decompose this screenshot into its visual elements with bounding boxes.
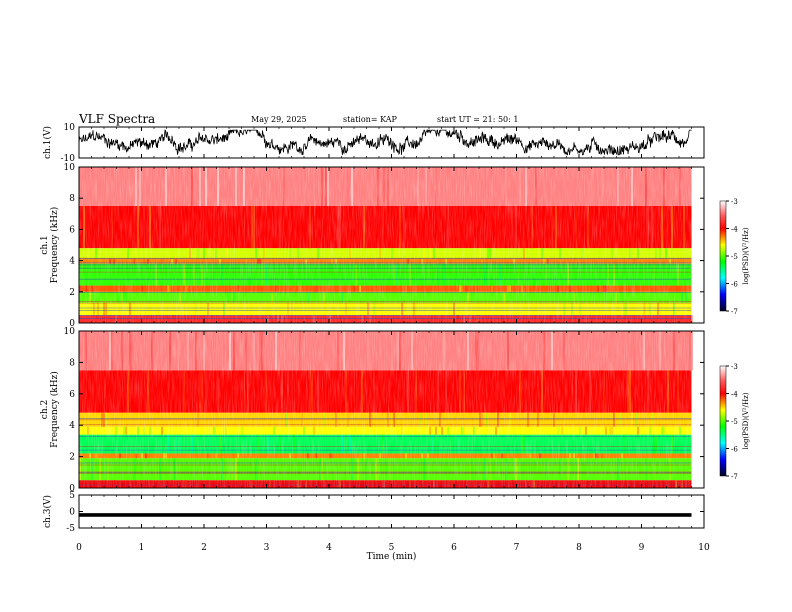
ch2-spectrogram-tick-label: 2 — [69, 453, 75, 463]
ch2-spectrogram-column — [691, 331, 693, 371]
ch2-colorbar-tick-label: -6 — [731, 446, 738, 454]
ch1-spectrogram-tick-label: 4 — [69, 257, 75, 267]
ch1-spectrogram-ylabel: Frequency (kHz) — [49, 207, 60, 284]
x-tick-label: 3 — [264, 543, 270, 553]
ch2-spectrogram-tick-label: 0 — [69, 484, 75, 494]
ch1-colorbar-label: log(PSD)(V²/Hz) — [742, 227, 750, 284]
ch3-waveform-tick-label: 5 — [69, 491, 75, 501]
ch2-colorbar-tick-label: -5 — [731, 418, 738, 426]
ch2-spectrogram-tick-label: 10 — [64, 327, 76, 337]
x-tick-label: 0 — [76, 543, 82, 553]
ch1-waveform-tick-label: 10 — [64, 123, 76, 133]
ch2-colorbar-tick-label: -7 — [731, 473, 738, 481]
station-label: station= KAP — [343, 115, 397, 124]
ch1-spectrogram-tick-label: 6 — [69, 225, 75, 235]
ch2-colorbar-tick-label: -3 — [731, 363, 738, 371]
x-tick-label: 5 — [389, 543, 395, 553]
ch2-spectrogram-tick-label: 6 — [69, 390, 75, 400]
start-time-label: start UT = 21: 50: 1 — [437, 115, 519, 124]
ch2-colorbar-tick-label: -4 — [731, 391, 738, 399]
ch2-spectrogram-tick-label: 4 — [69, 421, 75, 431]
ch2-spectrogram-image — [79, 331, 693, 488]
ch1-spectrogram-noise — [79, 167, 692, 323]
ch1-spectrogram-image — [79, 167, 693, 323]
x-tick-label: 8 — [576, 543, 582, 553]
ch1-spectrogram-channel-label: ch.1 — [40, 235, 50, 254]
chart-title: VLF Spectra — [79, 112, 156, 126]
x-tick-label: 7 — [514, 543, 520, 553]
ch1-colorbar — [719, 200, 727, 312]
ch1-spectrogram-tick-label: 10 — [64, 163, 76, 173]
ch3-waveform-frame — [78, 494, 705, 529]
ch2-spectrogram-noise — [79, 331, 692, 488]
ch1-waveform-tick-label: -10 — [61, 154, 76, 164]
ch1-spectrogram-tick-label: 8 — [69, 194, 75, 204]
ch1-spectrogram-tick-label: 0 — [69, 319, 75, 329]
ch1-waveform-trace — [78, 128, 692, 156]
x-tick-label: 6 — [451, 543, 457, 553]
date-label: May 29, 2025 — [251, 115, 307, 124]
x-tick-label: 4 — [326, 543, 332, 553]
ch2-spectrogram-tick-label: 8 — [69, 358, 75, 368]
x-axis-label: Time (min) — [367, 551, 417, 562]
ch3-waveform-ylabel: ch.3(V) — [42, 495, 53, 528]
x-tick-label: 9 — [639, 543, 645, 553]
ch3-waveform-tick-label: -5 — [66, 524, 75, 534]
ch2-spectrogram-ylabel: Frequency (kHz) — [49, 371, 60, 448]
ch2-colorbar-label: log(PSD)(V²/Hz) — [742, 392, 750, 449]
ch1-waveform-ylabel: ch.1(V) — [42, 126, 53, 159]
ch1-colorbar-tick-label: -6 — [731, 281, 738, 289]
x-tick-label: 1 — [139, 543, 145, 553]
ch1-colorbar-tick-label: -4 — [731, 226, 738, 234]
ch1-colorbar-tick-label: -5 — [731, 253, 738, 261]
ch1-spectrogram-tick-label: 2 — [69, 288, 75, 298]
ch3-waveform-tick-label: 0 — [69, 508, 75, 518]
ch1-spectrogram-column — [691, 315, 693, 323]
ch1-colorbar-tick-label: -3 — [731, 198, 738, 206]
ch2-spectrogram-channel-label: ch.2 — [40, 400, 50, 419]
x-tick-label: 10 — [698, 543, 710, 553]
ch3-waveform-trace — [79, 513, 692, 517]
x-tick-label: 2 — [201, 543, 207, 553]
ch1-colorbar-tick-label: -7 — [731, 308, 738, 316]
ch2-colorbar — [719, 365, 727, 477]
